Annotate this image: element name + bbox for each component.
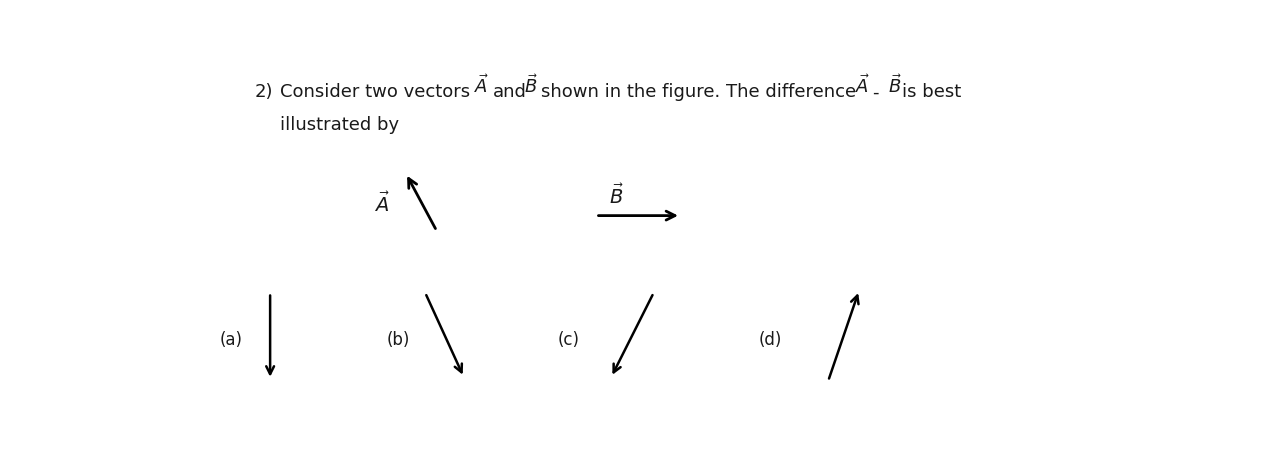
Text: (c): (c) — [558, 330, 579, 348]
Text: (a): (a) — [220, 330, 242, 348]
Text: shown in the figure. The difference: shown in the figure. The difference — [541, 83, 857, 101]
Text: (b): (b) — [386, 330, 410, 348]
Text: $\vec{B}$: $\vec{B}$ — [524, 74, 538, 96]
Text: and: and — [492, 83, 526, 101]
Text: $\vec{A}$: $\vec{A}$ — [375, 191, 390, 215]
Text: -: - — [872, 83, 878, 101]
Text: $\vec{B}$: $\vec{B}$ — [887, 74, 902, 96]
Text: (d): (d) — [758, 330, 781, 348]
Text: $\vec{B}$: $\vec{B}$ — [608, 183, 623, 207]
Text: 2): 2) — [255, 83, 273, 101]
Text: Consider two vectors: Consider two vectors — [280, 83, 471, 101]
Text: is best: is best — [902, 83, 960, 101]
Text: $\vec{A}$: $\vec{A}$ — [856, 74, 871, 96]
Text: $\vec{A}$: $\vec{A}$ — [475, 74, 488, 96]
Text: illustrated by: illustrated by — [280, 115, 399, 133]
